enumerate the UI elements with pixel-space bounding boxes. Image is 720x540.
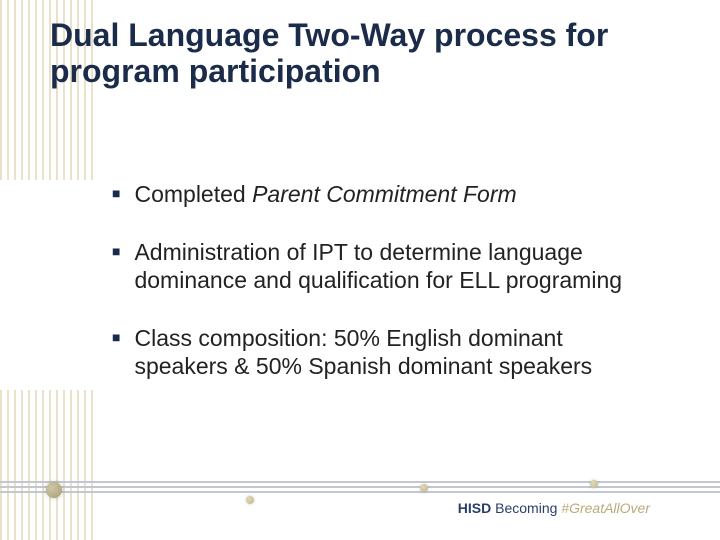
footer-bold: HISD bbox=[458, 500, 491, 516]
bullet-text: Class composition: 50% English dominant … bbox=[134, 324, 652, 380]
vertical-stripes-bottom bbox=[0, 390, 98, 540]
dot-icon bbox=[420, 484, 428, 492]
footer-lines bbox=[0, 478, 720, 500]
footer-tagline: HISD Becoming #GreatAllOver bbox=[458, 500, 650, 516]
slide-title: Dual Language Two-Way process for progra… bbox=[50, 18, 630, 90]
bullet-item: ■ Class composition: 50% English dominan… bbox=[112, 324, 652, 380]
dot-icon bbox=[590, 480, 598, 488]
footer-line bbox=[0, 491, 720, 493]
bullet-text-part: Completed bbox=[134, 181, 252, 207]
bullet-marker-icon: ■ bbox=[112, 186, 120, 200]
bullet-marker-icon: ■ bbox=[112, 244, 120, 258]
footer-mid: Becoming bbox=[491, 500, 561, 516]
dot-icon bbox=[46, 482, 62, 498]
dot-icon bbox=[246, 496, 254, 504]
footer-hashtag: #GreatAllOver bbox=[561, 500, 650, 516]
bullet-item: ■ Completed Parent Commitment Form bbox=[112, 180, 652, 208]
bullet-text-italic: Parent Commitment Form bbox=[252, 181, 517, 207]
bullet-item: ■ Administration of IPT to determine lan… bbox=[112, 238, 652, 294]
bullet-text: Administration of IPT to determine langu… bbox=[134, 238, 652, 294]
bullet-list: ■ Completed Parent Commitment Form ■ Adm… bbox=[112, 180, 652, 410]
footer-line bbox=[0, 481, 720, 483]
footer-line bbox=[0, 486, 720, 488]
bullet-text: Completed Parent Commitment Form bbox=[134, 180, 516, 208]
bullet-marker-icon: ■ bbox=[112, 330, 120, 344]
